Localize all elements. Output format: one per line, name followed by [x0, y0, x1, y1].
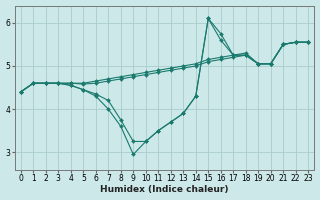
- X-axis label: Humidex (Indice chaleur): Humidex (Indice chaleur): [100, 185, 229, 194]
